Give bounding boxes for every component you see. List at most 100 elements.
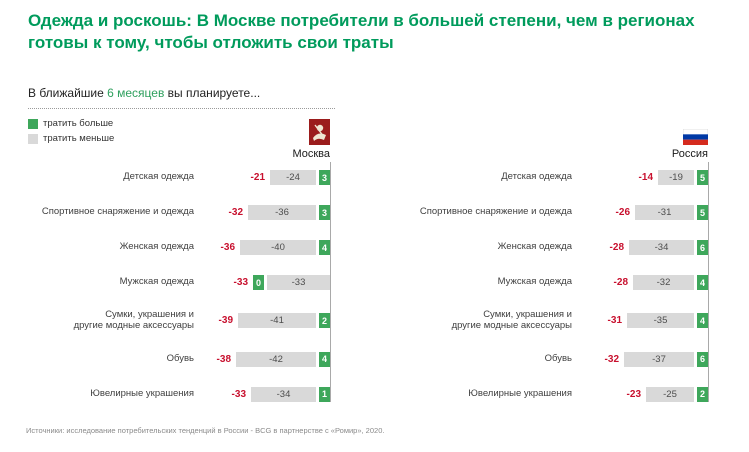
chart-row: Обувь -38 -42 4 xyxy=(34,351,330,367)
net-value: -36 xyxy=(220,242,235,253)
net-value: -26 xyxy=(615,207,630,218)
bar-group: -28 -34 6 xyxy=(580,240,708,255)
spend-less-value: -37 xyxy=(652,353,666,365)
spend-more-bar: 5 xyxy=(697,205,708,220)
spend-more-bar: 4 xyxy=(319,240,330,255)
spend-more-bar: 3 xyxy=(319,170,330,185)
bar-group: -14 -19 5 xyxy=(580,170,708,185)
category-label: Детская одежда xyxy=(123,171,194,183)
panel-russia: Россия Детская одежда -14 -19 5 Спортивн… xyxy=(412,112,709,402)
spend-more-bar: 6 xyxy=(697,351,708,367)
bar-group: -28 -32 4 xyxy=(580,275,708,290)
spend-more-bar: 4 xyxy=(697,275,708,290)
net-value: -39 xyxy=(218,315,233,327)
chart-row: Обувь -32 -37 6 xyxy=(412,351,708,367)
spend-less-bar: -31 xyxy=(635,205,694,220)
spend-less-bar: -41 xyxy=(238,313,316,329)
chart-row: Женская одежда -28 -34 6 xyxy=(412,240,708,255)
bar-group: -32 -37 6 xyxy=(580,351,708,367)
chart-row: Ювелирные украшения -33 -34 1 xyxy=(34,386,330,402)
spend-more-bar: 1 xyxy=(319,386,330,402)
region-label: Россия xyxy=(671,148,708,160)
category-label: Сумки, украшения и другие модные аксессу… xyxy=(451,309,572,331)
spend-less-value: -31 xyxy=(657,207,672,218)
chart-row: Ювелирные украшения -23 -25 2 xyxy=(412,386,708,402)
legend: тратить больше тратить меньше xyxy=(28,118,114,148)
chart-row: Мужская одежда -33 -33 0 xyxy=(34,275,330,290)
spend-less-bar: -35 xyxy=(627,313,694,329)
spend-less-value: -32 xyxy=(656,277,671,288)
spend-more-bar: 2 xyxy=(697,386,708,402)
spend-more-bar: 3 xyxy=(319,205,330,220)
panel-header-moscow: Москва xyxy=(34,112,330,160)
category-label: Мужская одежда xyxy=(119,276,194,288)
chart-row: Детская одежда -14 -19 5 xyxy=(412,170,708,185)
spend-more-bar: 5 xyxy=(697,170,708,185)
net-value: -33 xyxy=(233,277,248,288)
spend-less-value: -36 xyxy=(275,207,289,218)
net-value: -23 xyxy=(626,388,641,400)
spend-less-bar: -19 xyxy=(658,170,694,185)
category-label: Обувь xyxy=(544,352,572,364)
russia-flag-icon xyxy=(682,128,709,146)
category-label: Женская одежда xyxy=(497,241,572,253)
category-label: Спортивное снаряжение и одежда xyxy=(419,206,572,218)
spend-less-value: -34 xyxy=(276,388,291,400)
bars-area-moscow: Детская одежда -21 -24 3 Спортивное снар… xyxy=(34,162,331,402)
spend-more-bar: 6 xyxy=(697,240,708,255)
axis-line xyxy=(708,162,709,402)
net-value: -28 xyxy=(609,242,624,253)
bar-group: -39 -41 2 xyxy=(202,313,330,329)
bars-area-russia: Детская одежда -14 -19 5 Спортивное снар… xyxy=(412,162,709,402)
spend-less-value: -34 xyxy=(654,242,669,253)
panel-moscow: Москва Детская одежда -21 -24 3 Спортивн… xyxy=(34,112,331,402)
spend-less-bar: -33 xyxy=(267,275,330,290)
net-value: -38 xyxy=(216,353,231,365)
spend-less-bar: -34 xyxy=(251,386,316,402)
bar-group: -31 -35 4 xyxy=(580,313,708,329)
category-label: Обувь xyxy=(166,352,194,364)
spend-more-bar: 4 xyxy=(319,351,330,367)
bar-group: -23 -25 2 xyxy=(580,386,708,402)
bar-group: -36 -40 4 xyxy=(202,240,330,255)
chart-row: Детская одежда -21 -24 3 xyxy=(34,170,330,185)
spend-less-value: -33 xyxy=(291,277,306,288)
chart-row: Сумки, украшения и другие модные аксессу… xyxy=(34,309,330,332)
category-label: Детская одежда xyxy=(501,171,572,183)
spend-more-bar: 0 xyxy=(253,275,264,290)
panel-header-russia: Россия xyxy=(412,112,709,160)
spend-less-value: -40 xyxy=(271,242,285,253)
net-value: -21 xyxy=(250,172,265,183)
subtitle-highlight: 6 месяцев xyxy=(107,86,165,100)
category-label: Сумки, украшения и другие модные аксессу… xyxy=(73,309,194,331)
spend-less-bar: -40 xyxy=(240,240,316,255)
subtitle-prefix: В ближайшие xyxy=(28,86,108,100)
bar-group: -26 -31 5 xyxy=(580,205,708,220)
spend-less-swatch-icon xyxy=(28,133,38,144)
spend-more-bar: 2 xyxy=(319,313,330,329)
region-label: Москва xyxy=(292,148,330,160)
bar-group: -21 -24 3 xyxy=(202,170,330,185)
spend-less-bar: -34 xyxy=(629,240,694,255)
spend-less-bar: -37 xyxy=(624,351,694,367)
spend-less-value: -25 xyxy=(663,388,677,400)
category-label: Женская одежда xyxy=(119,241,194,253)
bar-group: -33 -34 1 xyxy=(202,386,330,402)
net-value: -28 xyxy=(613,277,628,288)
moscow-coat-of-arms-icon xyxy=(309,119,330,145)
category-label: Ювелирные украшения xyxy=(468,387,572,399)
chart-row: Сумки, украшения и другие модные аксессу… xyxy=(412,309,708,332)
page-title: Одежда и роскошь: В Москве потребители в… xyxy=(28,11,695,52)
legend-item-spend-more: тратить больше xyxy=(28,118,114,129)
spend-less-value: -42 xyxy=(269,353,283,365)
net-value: -33 xyxy=(231,388,246,400)
legend-label: тратить больше xyxy=(43,118,114,129)
bar-group: -38 -42 4 xyxy=(202,351,330,367)
legend-item-spend-less: тратить меньше xyxy=(28,133,114,144)
spend-less-bar: -36 xyxy=(248,205,316,220)
spend-less-bar: -42 xyxy=(236,351,316,367)
category-label: Ювелирные украшения xyxy=(90,387,194,399)
chart-row: Мужская одежда -28 -32 4 xyxy=(412,275,708,290)
spend-less-bar: -32 xyxy=(633,275,694,290)
legend-label: тратить меньше xyxy=(43,133,115,144)
